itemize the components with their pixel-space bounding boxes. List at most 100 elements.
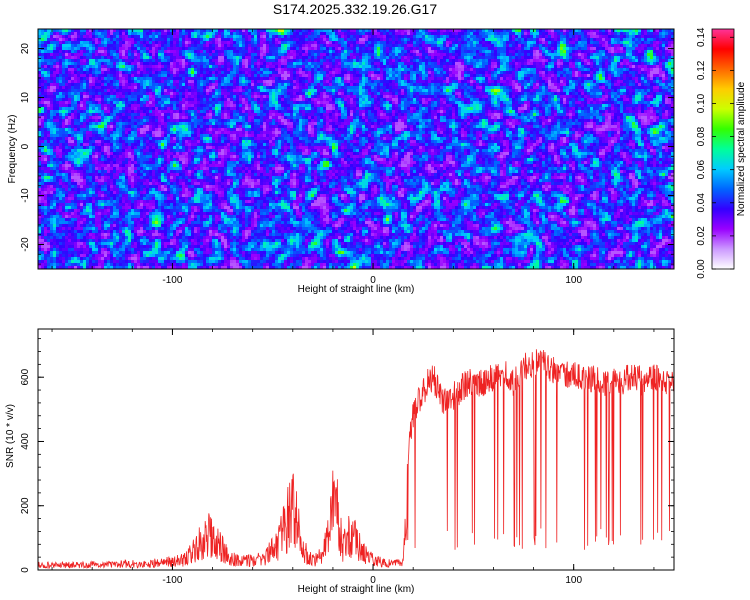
heatmap-cell <box>239 89 243 93</box>
heatmap-cell <box>347 68 351 72</box>
heatmap-cell <box>128 71 132 75</box>
heatmap-cell <box>383 50 387 54</box>
heatmap-cell <box>227 44 231 48</box>
heatmap-cell <box>176 86 180 90</box>
heatmap-cell <box>644 77 648 81</box>
heatmap-cell <box>596 83 600 87</box>
heatmap-cell <box>428 77 432 81</box>
heatmap-cell <box>584 56 588 60</box>
heatmap-cell <box>377 59 381 63</box>
heatmap-cell <box>77 92 81 96</box>
heatmap-cell <box>293 92 297 96</box>
heatmap-cell <box>548 95 552 99</box>
heatmap-cell <box>47 35 51 39</box>
heatmap-cell <box>104 80 108 84</box>
heatmap-cell <box>119 95 123 99</box>
heatmap-cell <box>146 32 150 36</box>
heatmap-cell <box>323 92 327 96</box>
heatmap-cell <box>464 59 468 63</box>
heatmap-cell <box>620 53 624 57</box>
heatmap-cell <box>446 62 450 66</box>
heatmap-cell <box>464 89 468 93</box>
heatmap-cell <box>215 56 219 60</box>
heatmap-cell <box>146 41 150 45</box>
heatmap-cell <box>251 41 255 45</box>
heatmap-cell <box>257 44 261 48</box>
heatmap-cell <box>332 83 336 87</box>
heatmap-cell <box>191 92 195 96</box>
heatmap-cell <box>122 68 126 72</box>
heatmap-cell <box>86 38 90 42</box>
heatmap-cell <box>299 89 303 93</box>
heatmap-cell <box>269 86 273 90</box>
heatmap-cell <box>269 35 273 39</box>
heatmap-cell <box>371 53 375 57</box>
heatmap-cell <box>554 65 558 69</box>
heatmap-cell <box>239 38 243 42</box>
heatmap-cell <box>398 83 402 87</box>
heatmap-cell <box>278 47 282 51</box>
heatmap-cell <box>470 74 474 78</box>
heatmap-cell <box>368 41 372 45</box>
heatmap-cell <box>59 44 63 48</box>
heatmap-cell <box>632 77 636 81</box>
heatmap-cell <box>491 65 495 69</box>
heatmap-cell <box>389 92 393 96</box>
heatmap-cell <box>194 47 198 51</box>
heatmap-cell <box>365 98 369 102</box>
heatmap-cell <box>113 92 117 96</box>
heatmap-cell <box>95 56 99 60</box>
heatmap-cell <box>488 83 492 87</box>
heatmap-cell <box>284 77 288 81</box>
heatmap-cell <box>503 44 507 48</box>
heatmap-cell <box>299 68 303 72</box>
heatmap-cell <box>419 62 423 66</box>
heatmap-cell <box>506 35 510 39</box>
heatmap-cell <box>170 50 174 54</box>
heatmap-cell <box>47 41 51 45</box>
heatmap-cell <box>515 74 519 78</box>
heatmap-cell <box>491 35 495 39</box>
heatmap-cell <box>578 56 582 60</box>
heatmap-cell <box>491 53 495 57</box>
heatmap-cell <box>644 35 648 39</box>
heatmap-cell <box>278 68 282 72</box>
heatmap-cell <box>491 71 495 75</box>
heatmap-cell <box>257 29 261 33</box>
heatmap-cell <box>209 89 213 93</box>
heatmap-cell <box>539 62 543 66</box>
heatmap-cell <box>125 38 129 42</box>
heatmap-cell <box>95 71 99 75</box>
heatmap-cell <box>41 35 45 39</box>
heatmap-cell <box>254 68 258 72</box>
heatmap-cell <box>305 68 309 72</box>
heatmap-cell <box>137 50 141 54</box>
heatmap-cell <box>170 41 174 45</box>
heatmap-cell <box>164 68 168 72</box>
heatmap-cell <box>551 74 555 78</box>
heatmap-cell <box>518 86 522 90</box>
heatmap-cell <box>374 89 378 93</box>
heatmap-cell <box>212 56 216 60</box>
heatmap-cell <box>233 92 237 96</box>
heatmap-cell <box>176 98 180 102</box>
heatmap-cell <box>353 32 357 36</box>
heatmap-cell <box>632 92 636 96</box>
heatmap-cell <box>356 65 360 69</box>
heatmap-cell <box>242 41 246 45</box>
heatmap-cell <box>140 29 144 33</box>
heatmap-cell <box>269 29 273 33</box>
heatmap-cell <box>659 53 663 57</box>
heatmap-cell <box>350 53 354 57</box>
heatmap-cell <box>545 89 549 93</box>
heatmap-cell <box>515 68 519 72</box>
heatmap-cell <box>203 62 207 66</box>
heatmap-cell <box>317 41 321 45</box>
heatmap-cell <box>386 80 390 84</box>
heatmap-cell <box>308 32 312 36</box>
heatmap-cell <box>314 47 318 51</box>
heatmap-cell <box>68 44 72 48</box>
heatmap-cell <box>311 41 315 45</box>
heatmap-cell <box>383 62 387 66</box>
heatmap-cell <box>245 38 249 42</box>
